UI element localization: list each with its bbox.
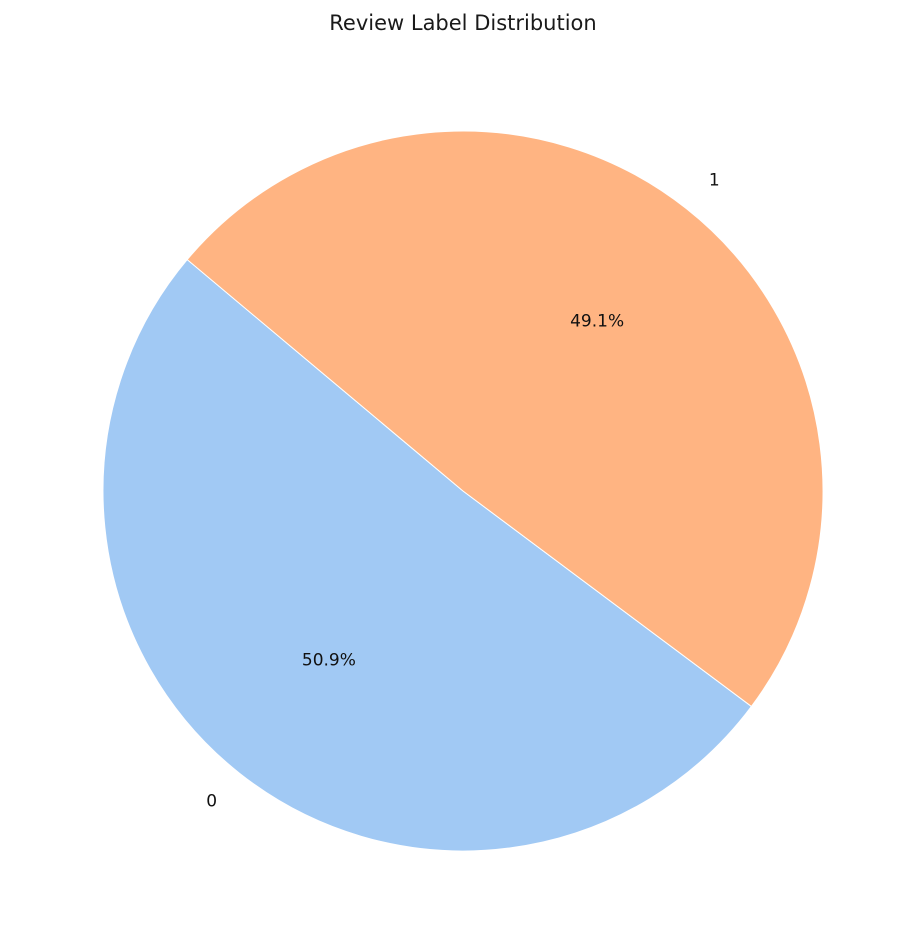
pie-slices [102, 130, 824, 852]
pie-labels: 0 50.9% 1 49.1% [206, 171, 719, 812]
slice-label-0: 0 [206, 791, 217, 811]
slice-label-1: 1 [709, 171, 720, 191]
percent-label-0: 50.9% [302, 650, 356, 670]
pie-slice-1 [186, 130, 824, 708]
percent-label-1: 49.1% [570, 312, 624, 332]
pie-slice-0 [102, 258, 753, 852]
chart-title: Review Label Distribution [329, 11, 596, 35]
